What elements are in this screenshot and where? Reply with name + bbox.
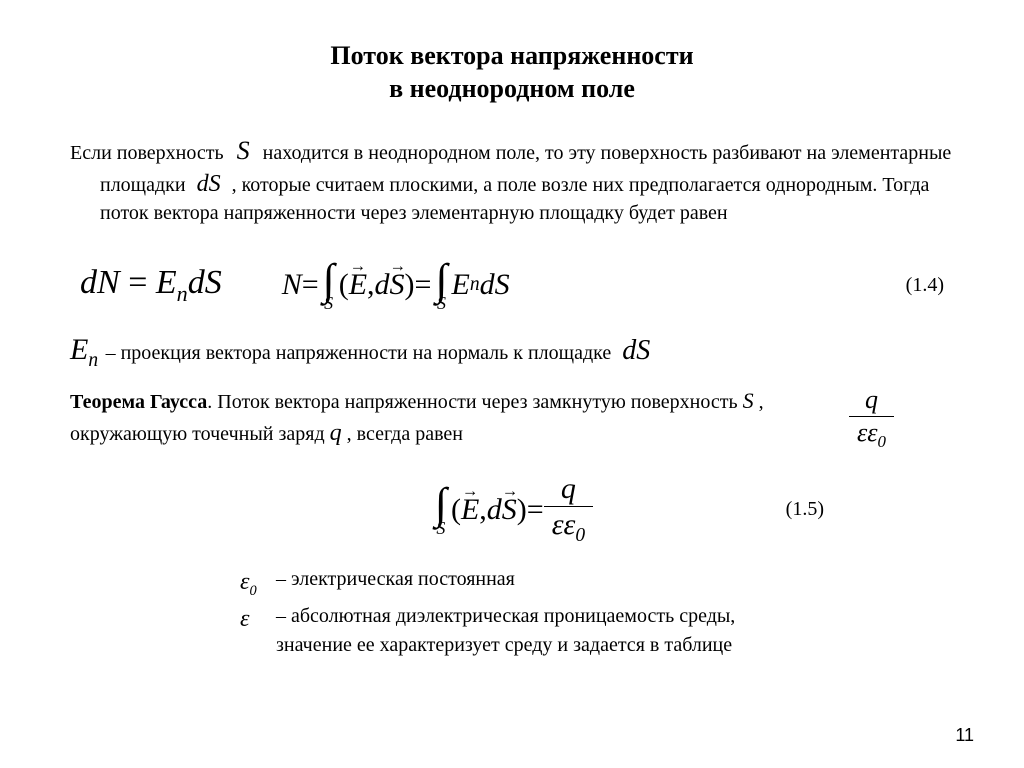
title-line-2: в неоднородном поле: [389, 74, 635, 103]
eq-dN-lhs: dN: [80, 264, 120, 301]
rfrac-eps: ε: [857, 418, 867, 447]
theorem-q: q: [330, 420, 342, 446]
vec-E-2: E: [461, 493, 479, 527]
paren-open-2: (: [451, 493, 461, 527]
definition-En: En – проекция вектора напряженности на н…: [70, 333, 954, 372]
gfrac-num: q: [561, 472, 576, 505]
def-E: E: [70, 333, 88, 366]
slide-page: Поток вектора напряженности в неоднородн…: [0, 0, 1024, 768]
def-sub-n: n: [88, 350, 98, 371]
integral-3: ∫ S: [435, 484, 447, 536]
eq-sign-2: =: [302, 268, 319, 302]
symbol-En: En: [70, 333, 106, 366]
symbol-S: S: [237, 136, 250, 165]
leg1-sub0: 0: [249, 583, 256, 599]
eq-number-1-4: (1.4): [906, 274, 954, 297]
gauss-theorem: Теорема Гаусса. Поток вектора напряженно…: [70, 386, 954, 450]
equation-1-5-row: ∫ S (E, dS) = q εε0 (1.5): [70, 465, 954, 555]
eq-dN: dN = EndS: [80, 264, 222, 307]
intro-text-a: Если поверхность: [70, 142, 229, 164]
eq-sign: =: [120, 264, 156, 301]
page-title: Поток вектора напряженности в неоднородн…: [70, 40, 954, 105]
eq-N-integral: N = ∫ S (E, dS) = ∫ S EndS: [282, 260, 510, 312]
eq-sign-4: =: [527, 493, 544, 527]
theorem-label: Теорема Гаусса: [70, 391, 207, 413]
theorem-text-c: , всегда равен: [342, 423, 463, 445]
legend2-text-a: – абсолютная диэлектрическая проницаемос…: [276, 605, 735, 627]
def-dS: dS: [622, 335, 650, 366]
paren-close-2: ): [517, 493, 527, 527]
vec-S-2: S: [502, 493, 517, 527]
eq-dS2: dS: [480, 268, 510, 302]
comma-1: ,: [367, 268, 375, 302]
vec-E-1: E: [349, 268, 367, 302]
d-2: d: [487, 493, 502, 527]
integral-lower-3: S: [436, 520, 445, 536]
eq-sub-n: n: [177, 281, 188, 306]
paren-close-1: ): [405, 268, 415, 302]
rfrac-eps0: ε: [867, 418, 877, 447]
gfrac-eps: ε: [552, 508, 564, 541]
eq-E2: E: [452, 268, 470, 302]
theorem-S: S: [743, 388, 754, 413]
integral-1: ∫ S: [323, 260, 335, 312]
legend-sym-eps0: ε0: [240, 565, 276, 602]
gfrac-sub0: 0: [575, 525, 585, 546]
intro-paragraph: Если поверхность S находится в неоднород…: [70, 133, 954, 227]
fraction-q-eps: q εε0: [544, 473, 593, 547]
title-line-1: Поток вектора напряженности: [330, 41, 693, 70]
def-text: – проекция вектора напряженности на норм…: [106, 342, 617, 364]
legend-block: ε0 – электрическая постоянная ε – абсолю…: [240, 565, 954, 660]
eq-N: N: [282, 268, 302, 302]
theorem-text-a: . Поток вектора напряженности через замк…: [207, 391, 742, 413]
eq-sign-3: =: [415, 268, 432, 302]
integral-lower-2: S: [437, 295, 446, 311]
eq-E: E: [156, 264, 177, 301]
rfrac-sub0: 0: [878, 432, 886, 451]
rfrac-num: q: [865, 385, 878, 414]
vec-S-1: S: [390, 268, 405, 302]
eq-number-1-5: (1.5): [786, 498, 824, 521]
paren-open-1: (: [339, 268, 349, 302]
legend-epsilon0: ε0 – электрическая постоянная: [240, 565, 954, 602]
legend1-text: – электрическая постоянная: [276, 565, 515, 602]
legend-sym-eps: ε: [240, 602, 276, 660]
legend2-text-b: значение ее характеризует среду и задает…: [276, 634, 732, 656]
integral-2: ∫ S: [435, 260, 447, 312]
eq-dS: dS: [188, 264, 222, 301]
page-number: 11: [955, 725, 974, 746]
legend2-text-wrap: – абсолютная диэлектрическая проницаемос…: [276, 602, 735, 660]
gauss-equation: ∫ S (E, dS) = q εε0: [431, 473, 593, 547]
inline-fraction-q-eps: q εε0: [849, 386, 894, 450]
d-1: d: [375, 268, 390, 302]
symbol-dS: dS: [197, 171, 221, 197]
eq-sub-n2: n: [470, 274, 480, 296]
integral-lower-1: S: [324, 295, 333, 311]
equation-1-4-row: dN = EndS N = ∫ S (E, dS) = ∫ S EndS (1.…: [70, 245, 954, 325]
gfrac-eps0: ε: [564, 508, 576, 541]
comma-2: ,: [479, 493, 487, 527]
legend-epsilon: ε – абсолютная диэлектрическая проницаем…: [240, 602, 954, 660]
intro-text-c: , которые считаем плоскими, а поле возле…: [100, 174, 929, 224]
